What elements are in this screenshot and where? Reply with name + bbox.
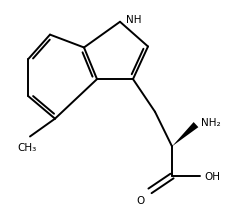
Text: O: O <box>136 196 144 206</box>
Text: CH₃: CH₃ <box>17 143 36 153</box>
Text: NH₂: NH₂ <box>200 118 220 128</box>
Polygon shape <box>171 122 198 146</box>
Text: NH: NH <box>125 15 141 25</box>
Text: OH: OH <box>203 172 219 182</box>
